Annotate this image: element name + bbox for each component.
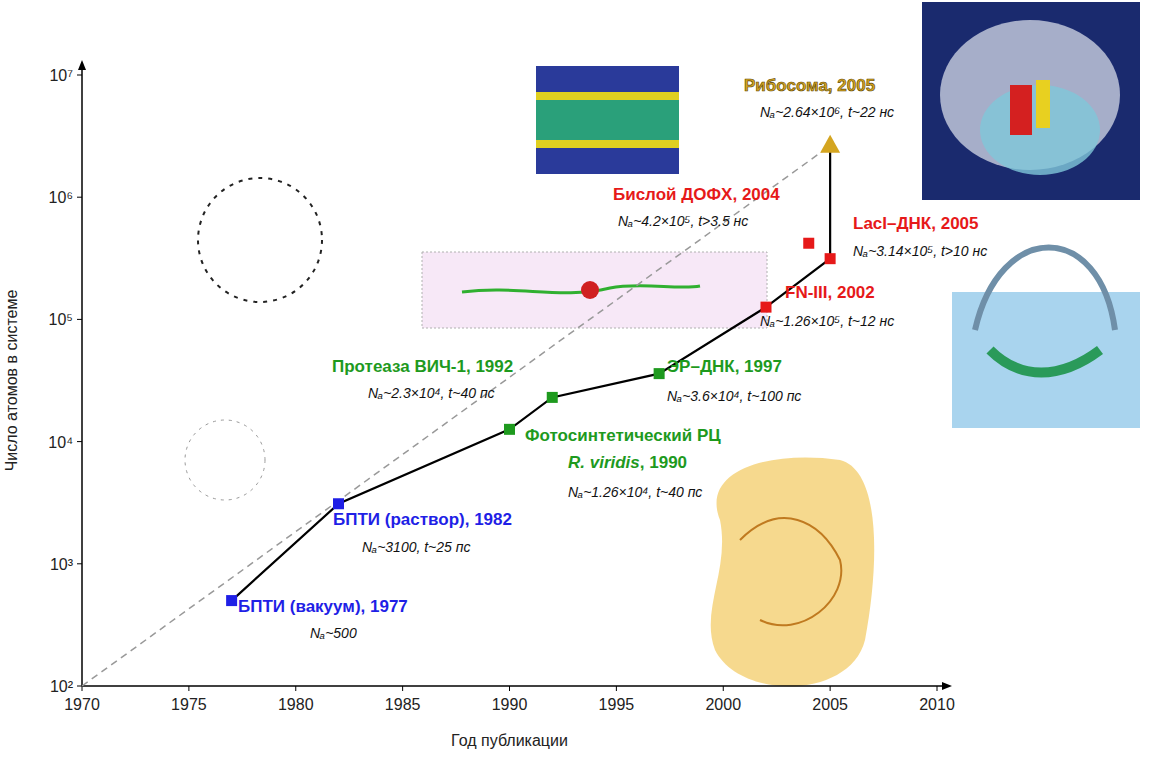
illustrations [185, 2, 1140, 686]
illustration [422, 252, 767, 328]
chart: 1970 1975 1980 1985 1990 1995 2000 2005 2010 10² 1… [0, 0, 1154, 758]
y-axis-line [81, 67, 83, 686]
point [803, 238, 814, 249]
y-axis-arrow [78, 60, 86, 70]
y-tick-label: 10³ [50, 556, 74, 573]
x-tick-label: 2005 [812, 696, 848, 713]
point-note: Nₐ~3100, t~25 пс [362, 539, 470, 555]
point [333, 498, 344, 509]
plot-area [82, 135, 840, 686]
labels: БПТИ (вакуум), 1977 Nₐ~500 БПТИ (раствор),… [238, 76, 987, 641]
illustration [536, 66, 679, 174]
illustration [581, 281, 599, 299]
point-note: Nₐ~1.26×10⁴, t~40 пс [568, 484, 702, 500]
axes: 1970 1975 1980 1985 1990 1995 2000 2005 2010 10² 1… [48, 60, 955, 713]
point-label: Протеаза ВИЧ-1, 1992 [332, 357, 513, 376]
x-tick [723, 686, 724, 691]
point-note: Nₐ~2.3×10⁴, t~40 пс [368, 385, 495, 401]
point [226, 595, 237, 606]
x-tick [188, 686, 189, 691]
y-tick [77, 197, 82, 198]
illustration [185, 420, 265, 500]
y-tick-label: 10² [50, 678, 74, 695]
point-note: Nₐ~3.6×10⁴, t~100 пс [667, 388, 801, 404]
point-label: Фотосинтетический РЦ [525, 426, 721, 445]
point-note: Nₐ~3.14×10⁵, t>10 нс [853, 243, 987, 259]
illustration [740, 518, 841, 625]
y-tick [77, 319, 82, 320]
y-tick [77, 686, 82, 687]
x-tick-label: 2010 [919, 696, 955, 713]
illustration [462, 286, 700, 293]
point-label: Рибосома, 2005 [744, 76, 875, 95]
point-label: БПТИ (раствор), 1982 [333, 510, 512, 529]
point [820, 135, 840, 153]
point-label: ЭР–ДНК, 1997 [667, 357, 782, 376]
x-tick [937, 686, 938, 691]
illustration [536, 98, 679, 142]
y-tick [77, 563, 82, 564]
y-axis-title: Число атомов в системе [3, 290, 20, 472]
x-tick [509, 686, 510, 691]
x-tick-label: 2000 [705, 696, 741, 713]
line [232, 146, 831, 601]
point [547, 392, 558, 403]
x-tick-label: 1990 [492, 696, 528, 713]
point [504, 424, 515, 435]
x-tick [402, 686, 403, 691]
x-tick-label: 1980 [278, 696, 314, 713]
illustration [536, 140, 679, 148]
x-tick-label: 1970 [64, 696, 100, 713]
point-label: LacI–ДНК, 2005 [853, 214, 979, 233]
point [654, 368, 665, 379]
y-tick-label: 10⁵ [49, 311, 73, 328]
illustration [922, 2, 1140, 200]
line [82, 146, 830, 686]
x-tick-label: 1975 [171, 696, 207, 713]
illustration [198, 178, 322, 302]
point-label: R. viridis, 1990 [568, 453, 687, 472]
y-tick [77, 75, 82, 76]
point [761, 302, 772, 313]
y-tick-label: 10⁷ [49, 67, 73, 84]
x-tick-label: 1995 [599, 696, 635, 713]
illustration [1010, 85, 1032, 135]
x-axis-line [82, 685, 945, 687]
x-axis-arrow [942, 682, 952, 690]
point-note: Nₐ~2.64×10⁶, t~22 нс [760, 104, 894, 120]
point [825, 253, 836, 264]
point-note: Nₐ~1.26×10⁵, t~12 нс [760, 313, 894, 329]
y-tick-label: 10⁴ [48, 434, 73, 451]
y-tick [77, 441, 82, 442]
x-tick [616, 686, 617, 691]
point-note: Nₐ~500 [310, 625, 357, 641]
point-label: БПТИ (вакуум), 1977 [238, 597, 408, 616]
point-label: Бислой ДОФХ, 2004 [613, 185, 780, 204]
illustration [975, 248, 1115, 331]
illustration [990, 350, 1100, 373]
x-tick [295, 686, 296, 691]
x-tick [82, 686, 83, 691]
x-tick [830, 686, 831, 691]
point-label: FN-III, 2002 [785, 283, 875, 302]
point-note: Nₐ~4.2×10⁵, t>3.5 нс [618, 213, 748, 229]
y-tick-label: 10⁶ [49, 189, 73, 206]
illustration [536, 92, 679, 100]
illustration [1036, 80, 1050, 128]
x-tick-label: 1985 [385, 696, 421, 713]
x-axis-title: Год публикации [451, 732, 568, 749]
illustration [711, 458, 875, 687]
